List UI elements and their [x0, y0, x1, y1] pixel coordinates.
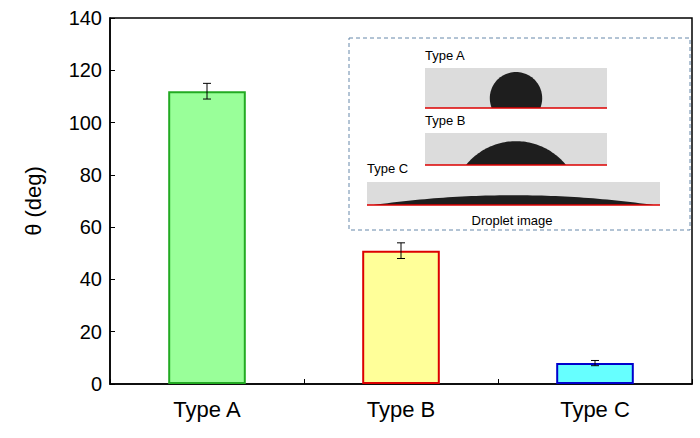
svg-text:80: 80 [80, 164, 102, 186]
svg-text:0: 0 [91, 373, 102, 395]
svg-text:Type B: Type B [367, 397, 435, 422]
svg-text:100: 100 [69, 112, 102, 134]
svg-text:θ (deg): θ (deg) [21, 166, 46, 236]
svg-text:Type A: Type A [173, 397, 241, 422]
svg-text:Droplet image: Droplet image [472, 213, 553, 228]
svg-text:60: 60 [80, 216, 102, 238]
svg-text:Type C: Type C [367, 161, 408, 176]
svg-text:Type B: Type B [425, 113, 465, 128]
svg-text:Type A: Type A [425, 48, 465, 63]
svg-text:120: 120 [69, 59, 102, 81]
svg-text:140: 140 [69, 7, 102, 29]
svg-text:20: 20 [80, 321, 102, 343]
svg-text:Type C: Type C [560, 397, 630, 422]
svg-text:40: 40 [80, 268, 102, 290]
